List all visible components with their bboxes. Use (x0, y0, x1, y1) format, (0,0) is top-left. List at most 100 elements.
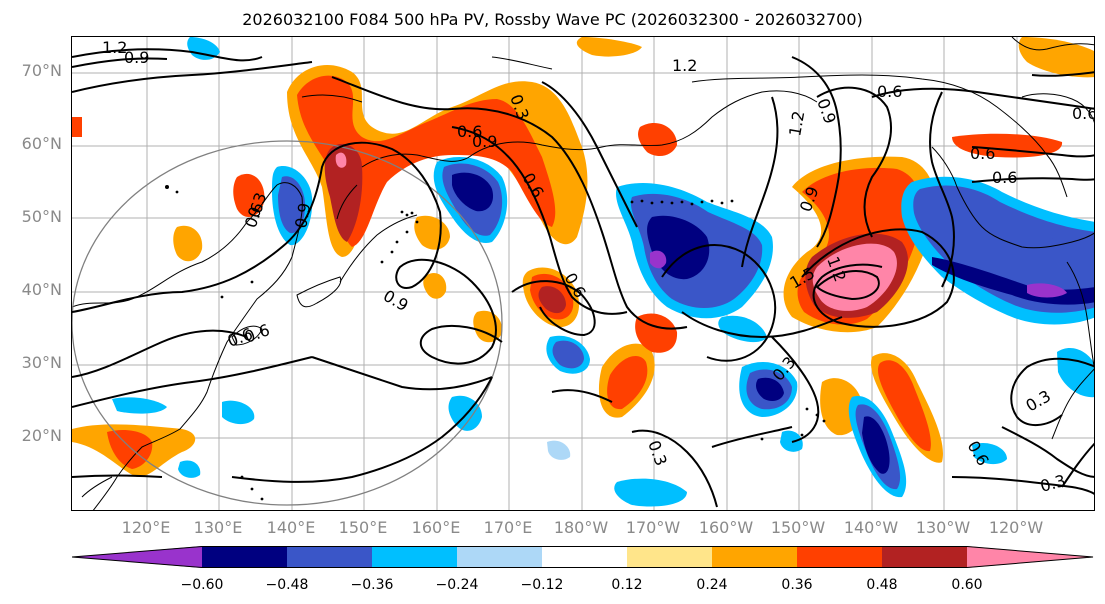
pv-anomaly-strong (877, 360, 931, 452)
contour-label: 0.6 (964, 438, 993, 470)
pv-anomaly-positive (473, 310, 503, 343)
contour-label: 0.9 (472, 132, 497, 151)
contour-label: 0.6 (992, 168, 1017, 187)
pv-anomaly-moderate (552, 340, 584, 369)
lon-label-160e: 160°E (411, 518, 461, 537)
contour-label: 0.6 (877, 82, 902, 101)
colorbar-tick-label: 0.48 (866, 577, 898, 593)
colorbar-tick-label: −0.36 (350, 577, 394, 593)
lon-label-140w: 140°W (843, 518, 899, 537)
lon-label-170w: 170°W (625, 518, 681, 537)
pv-anomaly-negative (178, 460, 201, 478)
colorbar-segment (542, 546, 627, 568)
lon-label-170e: 170°E (483, 518, 533, 537)
lon-label-120e: 120°E (121, 518, 171, 537)
colorbar-segment-extend-high (967, 546, 1094, 568)
colorbar-segment-extend-low (72, 546, 202, 568)
contour-label: 0.3 (644, 438, 671, 468)
lon-label-150w: 150°W (770, 518, 826, 537)
lon-label-140e: 140°E (266, 518, 316, 537)
lon-label-160w: 160°W (698, 518, 754, 537)
colorbar-tick-label: 0.60 (951, 577, 983, 593)
pv-anomaly-strong-neg (756, 377, 784, 401)
contour-label: 1.2 (672, 56, 697, 75)
pv-anomaly-negative (1057, 348, 1094, 398)
pv-anomaly-positive (414, 215, 450, 250)
lon-label-180w: 180°W (553, 518, 609, 537)
contour-label: 1.2 (102, 38, 127, 57)
pv-anomaly-strong (107, 430, 153, 469)
contour-labels: 1.2 0.9 0.3 0.6 0.9 0.6 0.6 0.9 0.6 0.9 … (102, 38, 1095, 496)
lat-label-50n: 50°N (21, 207, 62, 226)
colorbar-tick-label: −0.12 (520, 577, 564, 593)
pv-anomaly-negative (614, 478, 687, 507)
colorbar-tick-label: 0.24 (696, 577, 728, 593)
pv-anomaly-extreme-neg (1027, 283, 1067, 298)
pv-anomaly-negative (222, 400, 255, 425)
lat-label-40n: 40°N (21, 280, 62, 299)
lon-label-130e: 130°E (193, 518, 243, 537)
pv-anomaly-positive (576, 37, 642, 57)
pv-anomaly-max (812, 243, 897, 311)
contour-label: 0.6 (1072, 104, 1095, 123)
pv-anomaly-negative (1032, 235, 1064, 255)
map-canvas: 1.2 0.9 0.3 0.6 0.9 0.6 0.6 0.9 0.6 0.9 … (72, 37, 1095, 510)
coastlines (72, 37, 1094, 510)
colorbar-segment (457, 546, 542, 568)
colorbar-tick-label: 0.12 (611, 577, 643, 593)
pv-anomaly-positive (72, 117, 82, 137)
pv-anomaly-core (324, 143, 363, 242)
pv-anomaly-core (538, 286, 566, 314)
pv-anomaly-strong (607, 355, 648, 410)
pv-anomaly-negative (112, 397, 167, 414)
range-ring (72, 140, 503, 506)
contour-label: 1.2 (785, 109, 808, 137)
pv-anomaly-max (335, 152, 347, 168)
colorbar-segment (797, 546, 882, 568)
pv-anomaly-negative (972, 442, 1007, 465)
pv-anomaly-positive (233, 173, 265, 218)
pv-anomaly-strong-neg (452, 172, 494, 212)
colorbar-segment (202, 546, 287, 568)
pv-anomaly-moderate (913, 185, 1094, 313)
lat-label-20n: 20°N (21, 426, 62, 445)
pv-anomaly-positive (638, 123, 677, 157)
colorbar-segment (882, 546, 967, 568)
contour-label: 0.3 (1023, 386, 1055, 415)
pv-anomaly-negative (718, 315, 767, 343)
contour-label: 0.9 (813, 96, 840, 126)
colorbar-tick-label: −0.60 (180, 577, 224, 593)
pv-anomaly-positive (423, 272, 447, 299)
colorbar-segment (627, 546, 712, 568)
contour-label: 0.9 (124, 48, 149, 67)
pv-contours (72, 48, 1094, 508)
contour-label: 0.9 (380, 286, 412, 315)
colorbar-tick-label: 0.36 (781, 577, 813, 593)
lon-label-120w: 120°W (988, 518, 1044, 537)
lat-label-70n: 70°N (21, 61, 62, 80)
pv-anomaly-strong (297, 75, 556, 247)
pv-anomaly-strong-neg (862, 416, 890, 474)
colorbar-segment (372, 546, 457, 568)
contour-label: 0.6 (970, 144, 995, 163)
pv-anomaly-negative (780, 430, 803, 452)
pv-anomaly-negative (547, 440, 571, 460)
colorbar-tick-label: −0.24 (435, 577, 479, 593)
pv-anomaly-positive (1018, 37, 1094, 78)
lat-label-60n: 60°N (21, 134, 62, 153)
lon-label-130w: 130°W (915, 518, 971, 537)
pv-anomaly-extreme-neg (650, 250, 667, 269)
contour-label: 0.9 (291, 201, 314, 229)
positive-anomaly-fills (72, 37, 1094, 477)
lat-label-30n: 30°N (21, 353, 62, 372)
plot-title: 2026032100 F084 500 hPa PV, Rossby Wave … (242, 10, 863, 29)
colorbar (72, 546, 1094, 568)
pv-anomaly-positive (173, 225, 203, 262)
contour-label: 0.3 (1038, 471, 1068, 496)
colorbar-outline (72, 546, 1094, 568)
colorbar-tick-label: −0.48 (265, 577, 309, 593)
map-panel: 1.2 0.9 0.3 0.6 0.9 0.6 0.6 0.9 0.6 0.9 … (71, 36, 1095, 511)
contour-label: 0.6 (457, 122, 482, 141)
lon-label-150e: 150°E (338, 518, 388, 537)
negative-anomaly-fills (112, 37, 1094, 507)
